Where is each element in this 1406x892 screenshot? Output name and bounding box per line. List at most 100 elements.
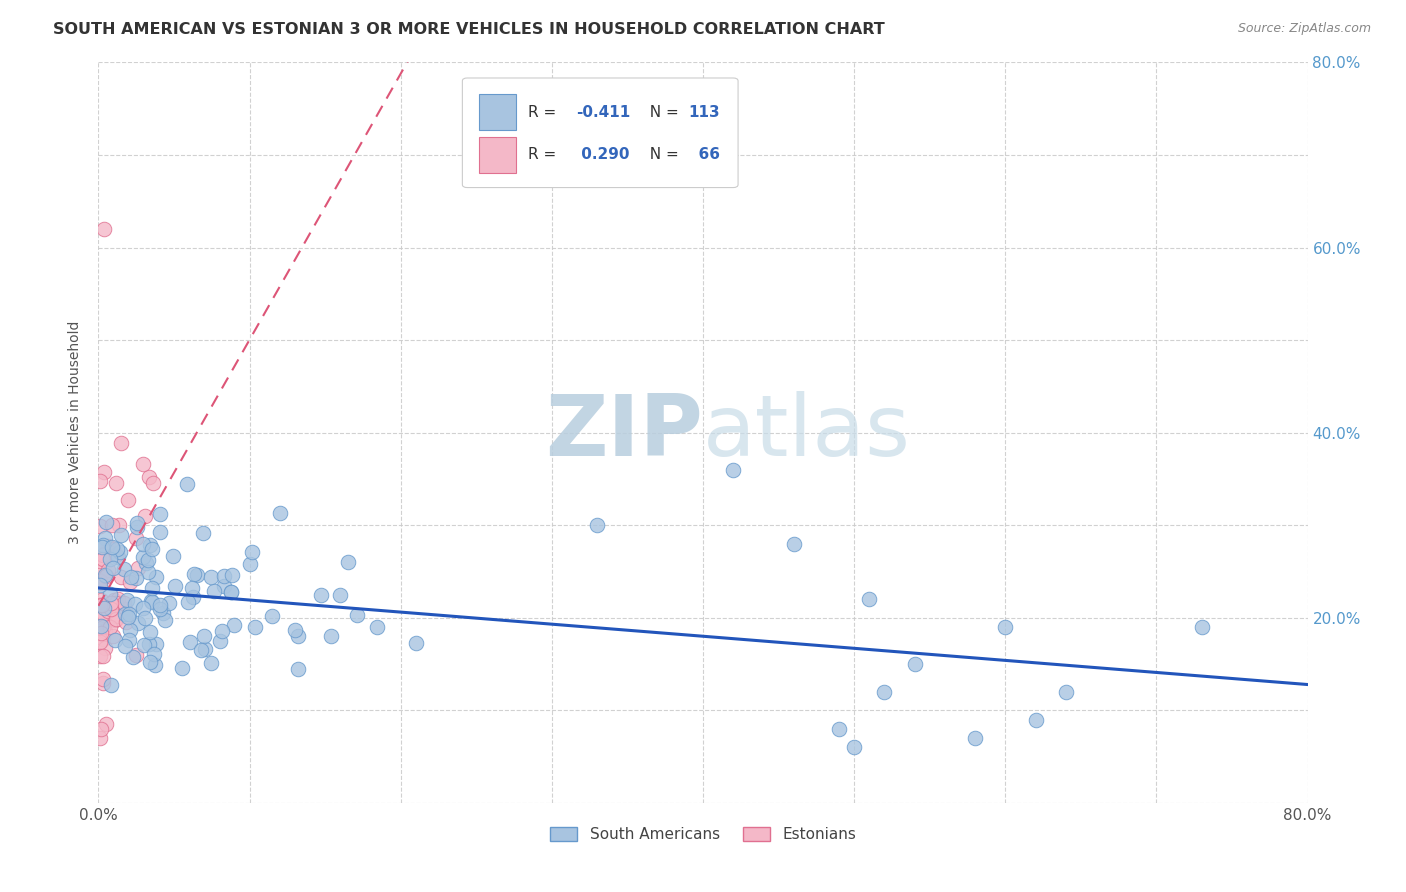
Point — [136, 553, 159, 567]
Point — [115, 615, 138, 630]
Point — [170, 661, 193, 675]
Point — [145, 637, 167, 651]
Point — [91, 541, 114, 555]
Point — [844, 740, 866, 755]
Point — [93, 567, 115, 582]
Point — [179, 635, 201, 649]
Point — [89, 574, 111, 588]
Text: N =: N = — [640, 104, 683, 120]
Point — [96, 568, 118, 582]
Point — [89, 619, 111, 633]
Point — [125, 648, 148, 662]
Point — [96, 540, 118, 554]
Point — [91, 632, 114, 647]
Point — [103, 630, 125, 644]
Point — [100, 677, 122, 691]
Point — [94, 717, 117, 731]
Text: N =: N = — [640, 147, 683, 162]
Point — [100, 596, 122, 610]
Point — [91, 548, 114, 562]
Text: SOUTH AMERICAN VS ESTONIAN 3 OR MORE VEHICLES IN HOUSEHOLD CORRELATION CHART: SOUTH AMERICAN VS ESTONIAN 3 OR MORE VEH… — [53, 22, 886, 37]
Point — [93, 547, 115, 561]
Text: Source: ZipAtlas.com: Source: ZipAtlas.com — [1237, 22, 1371, 36]
Point — [89, 565, 111, 579]
Point — [90, 722, 112, 736]
Point — [149, 507, 172, 521]
Point — [93, 222, 115, 236]
Point — [108, 518, 131, 533]
Point — [89, 578, 111, 592]
Point — [97, 604, 120, 618]
Point — [346, 607, 368, 622]
Point — [141, 541, 163, 556]
Point — [91, 620, 114, 634]
FancyBboxPatch shape — [479, 137, 516, 173]
Y-axis label: 3 or more Vehicles in Household: 3 or more Vehicles in Household — [69, 321, 83, 544]
Point — [134, 611, 156, 625]
Point — [152, 607, 174, 621]
Point — [89, 554, 111, 568]
Point — [118, 623, 141, 637]
Point — [141, 595, 163, 609]
Point — [142, 647, 165, 661]
Point — [260, 609, 283, 624]
Point — [89, 576, 111, 591]
Point — [138, 470, 160, 484]
Point — [89, 519, 111, 533]
Point — [1024, 713, 1046, 727]
Point — [131, 600, 153, 615]
Point — [89, 474, 111, 488]
Point — [309, 588, 332, 602]
Point — [193, 629, 215, 643]
Point — [211, 624, 233, 638]
Point — [783, 536, 806, 550]
Point — [120, 570, 142, 584]
Point — [94, 568, 117, 582]
Point — [114, 639, 136, 653]
Point — [177, 594, 200, 608]
Point — [965, 731, 987, 745]
Point — [141, 582, 163, 596]
Point — [723, 462, 745, 476]
Point — [89, 599, 111, 613]
Point — [101, 542, 124, 557]
Point — [138, 538, 160, 552]
Point — [101, 518, 124, 533]
Point — [139, 655, 162, 669]
Point — [319, 629, 342, 643]
Point — [180, 581, 202, 595]
Point — [124, 597, 146, 611]
Point — [118, 632, 141, 647]
Point — [107, 591, 129, 606]
Point — [240, 545, 263, 559]
Point — [105, 608, 128, 623]
Point — [138, 565, 160, 579]
Point — [93, 608, 115, 623]
Point — [91, 675, 114, 690]
Point — [139, 594, 162, 608]
Point — [287, 629, 309, 643]
Point — [91, 672, 114, 686]
Point — [110, 435, 132, 450]
Point — [135, 556, 157, 570]
Point — [112, 562, 135, 576]
Point — [98, 544, 121, 558]
Legend: South Americans, Estonians: South Americans, Estonians — [544, 822, 862, 848]
Point — [125, 531, 148, 545]
Point — [222, 618, 245, 632]
Point — [904, 657, 927, 671]
Point — [98, 587, 121, 601]
Point — [269, 507, 291, 521]
Point — [91, 649, 114, 664]
Point — [94, 624, 117, 639]
Point — [176, 477, 198, 491]
Point — [110, 527, 132, 541]
Point — [90, 599, 112, 613]
Point — [117, 610, 139, 624]
Point — [194, 641, 217, 656]
Text: 0.290: 0.290 — [576, 147, 630, 162]
Point — [366, 620, 388, 634]
Text: R =: R = — [527, 147, 561, 162]
Point — [125, 571, 148, 585]
Point — [200, 657, 222, 671]
